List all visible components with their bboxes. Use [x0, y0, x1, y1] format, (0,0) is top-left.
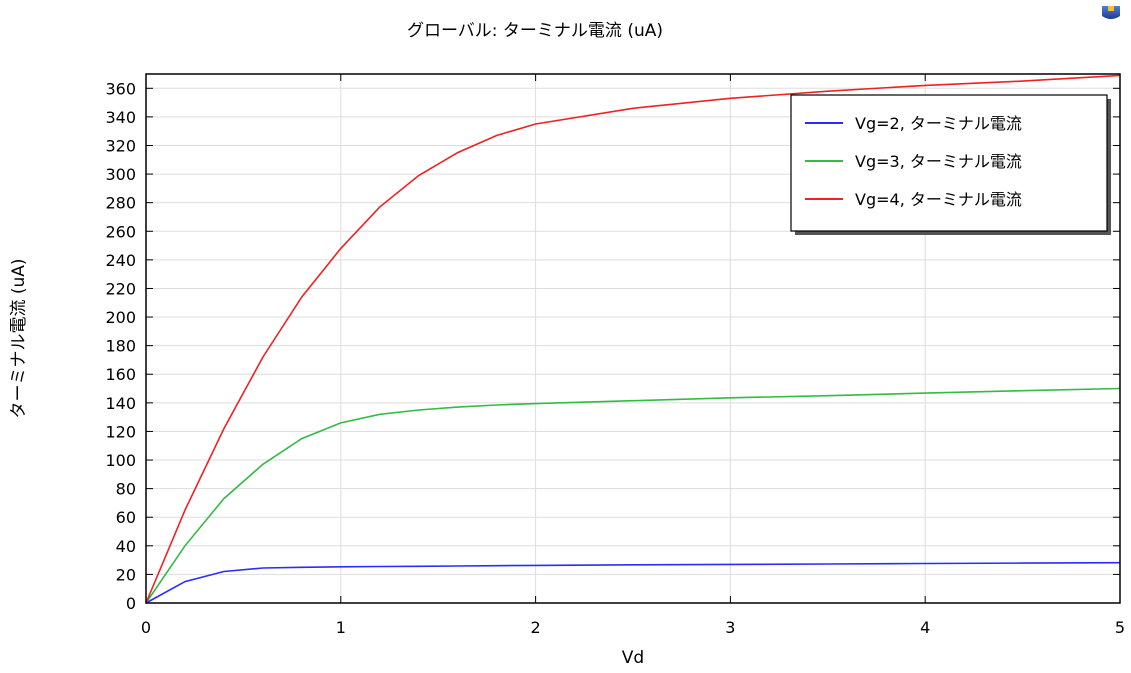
y-tick-label: 100: [105, 451, 136, 470]
chart-legend: Vg=2, ターミナル電流 Vg=3, ターミナル電流 Vg=4, ターミナル電流: [790, 94, 1111, 235]
y-tick-label: 0: [126, 594, 136, 613]
y-tick-label: 160: [105, 365, 136, 384]
x-tick-label: 1: [336, 618, 346, 637]
legend-box: [790, 94, 1108, 232]
y-tick-label: 180: [105, 337, 136, 356]
y-tick-label: 260: [105, 222, 136, 241]
y-tick-label: 340: [105, 108, 136, 127]
plot-frame: [145, 73, 1121, 604]
y-tick-label: 240: [105, 251, 136, 270]
x-tick-label: 4: [920, 618, 930, 637]
legend-label-1: Vg=2, ターミナル電流: [855, 114, 1022, 133]
legend-label-2: Vg=3, ターミナル電流: [855, 152, 1022, 171]
chart-title: グローバル: ターミナル電流 (uA): [406, 21, 664, 41]
legend-label-3: Vg=4, ターミナル電流: [855, 190, 1022, 209]
y-tick-label: 200: [105, 308, 136, 327]
y-tick-label: 40: [116, 537, 136, 556]
y-tick-label: 300: [105, 165, 136, 184]
series-layer: [145, 74, 1121, 604]
x-axis-label: Vd: [622, 648, 644, 668]
x-tick-label: 3: [725, 618, 735, 637]
series-line-3: [145, 74, 1121, 604]
tick-layer: 0 1 2 3 4 5 0 20 40 60 80 100 120 140 160 180 200 220 240 2…: [105, 74, 1125, 637]
y-tick-label: 220: [105, 279, 136, 298]
y-tick-label: 80: [116, 480, 136, 499]
x-tick-label: 5: [1115, 618, 1125, 637]
x-tick-label: 2: [531, 618, 541, 637]
y-tick-label: 20: [116, 565, 136, 584]
app-logo-icon[interactable]: [1100, 4, 1122, 22]
y-tick-label: 320: [105, 136, 136, 155]
y-tick-label: 360: [105, 79, 136, 98]
y-tick-label: 140: [105, 394, 136, 413]
x-tick-label: 0: [141, 618, 151, 637]
y-tick-label: 280: [105, 194, 136, 213]
series-line-2: [145, 387, 1121, 604]
y-tick-label: 60: [116, 508, 136, 527]
y-axis-label: ターミナル電流 (uA): [9, 258, 29, 418]
y-tick-label: 120: [105, 422, 136, 441]
series-line-1: [145, 561, 1121, 604]
